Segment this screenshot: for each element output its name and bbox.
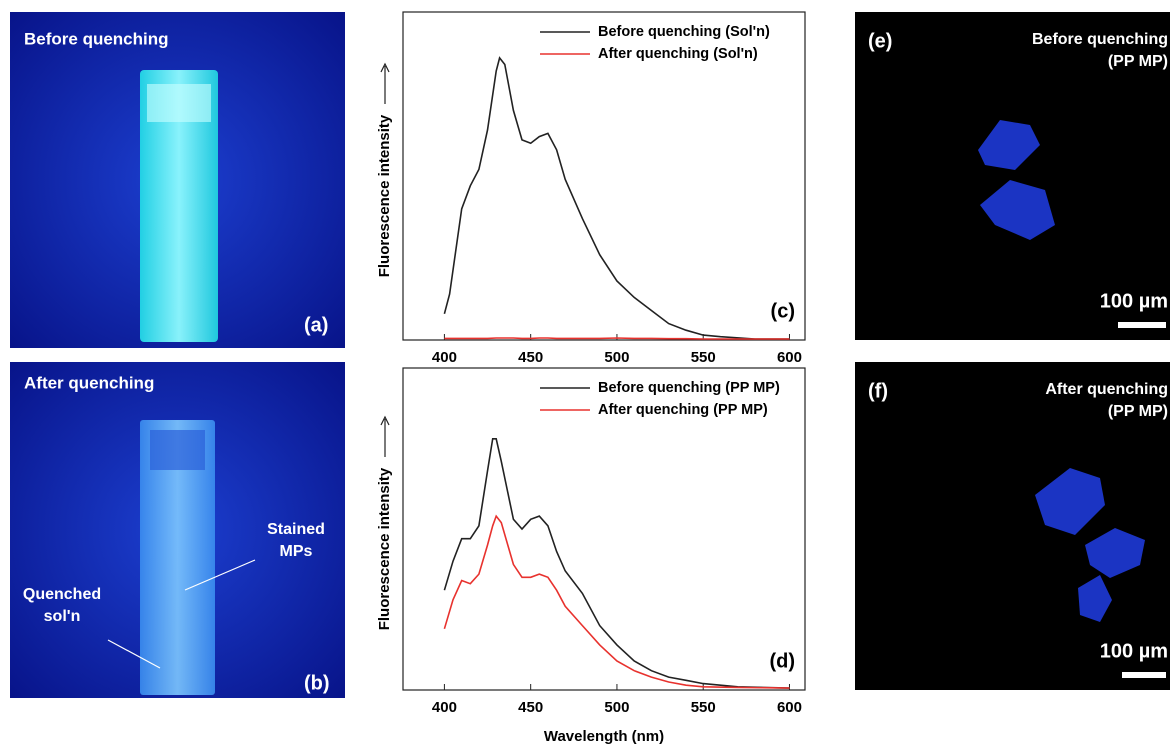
particle [978,120,1040,170]
panel-label: (b) [304,672,330,694]
micrograph [855,12,1170,340]
scale-label: 100 µm [1100,290,1168,312]
panel-label: (e) [868,30,892,52]
pointer [107,639,161,669]
x-tick-label: 400 [432,349,457,366]
legend-label: Before quenching (PP MP) [598,380,780,396]
x-axis-label: Wavelength (nm) [544,728,664,745]
x-tick-label: 450 [518,349,543,366]
x-tick-label: 400 [432,699,457,716]
particle [980,180,1055,240]
scale-label: 100 µm [1100,640,1168,662]
x-tick-label: 450 [518,699,543,716]
annotation: MPs [280,543,313,560]
plot-frame [402,11,806,341]
annotation: Quenched [23,586,101,603]
x-tick-label: 550 [691,699,716,716]
micrograph-title: (PP MP) [1108,53,1168,70]
y-axis-label: Fluorescence intensity [376,467,393,630]
series-line [444,337,790,340]
axis-arrowhead [380,415,390,426]
micrograph-title: (PP MP) [1108,403,1168,420]
legend-label: Before quenching (Sol'n) [598,24,770,40]
legend-label: After quenching (Sol'n) [598,46,758,62]
panel-label: (f) [868,380,888,402]
x-tick-label: 600 [777,699,802,716]
micrograph-title: Before quenching [1032,31,1168,48]
panel-label: (a) [304,314,328,336]
panel-label: (c) [771,300,795,322]
cuvette [140,70,218,342]
cuvette [140,420,215,695]
x-tick-label: 500 [604,349,629,366]
particle [1085,528,1145,578]
particle [1035,468,1105,535]
series-line [443,514,790,689]
photo-title: After quenching [24,373,154,392]
micrograph [855,362,1170,690]
axis-arrowhead [380,62,390,73]
annotation: Stained [267,521,325,538]
pointer [184,559,256,591]
cuvette-cap [147,84,211,122]
series-line [443,438,790,689]
cuvette-cap [150,430,205,470]
series-line [443,56,790,340]
annotation: sol'n [44,608,81,625]
legend-label: After quenching (PP MP) [598,402,768,418]
x-tick-label: 600 [777,349,802,366]
x-tick-label: 550 [691,349,716,366]
plot-frame [402,367,806,691]
particle [1078,575,1112,622]
micrograph-title: After quenching [1045,381,1168,398]
panel-label: (d) [769,650,795,672]
photo-title: Before quenching [24,29,169,48]
y-axis-label: Fluorescence intensity [376,114,393,277]
x-tick-label: 500 [604,699,629,716]
